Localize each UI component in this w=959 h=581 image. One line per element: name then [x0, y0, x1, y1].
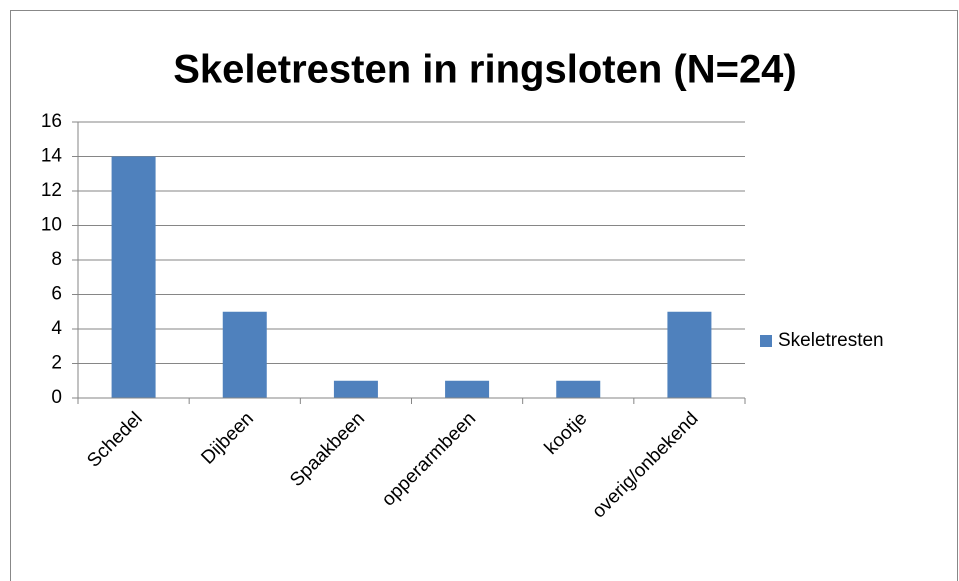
chart-border	[10, 10, 958, 581]
bar	[111, 156, 156, 398]
legend-swatch	[760, 335, 772, 347]
y-tick-label: 0	[51, 387, 62, 408]
y-tick-label: 4	[51, 318, 62, 339]
y-tick-label: 10	[41, 215, 62, 236]
bar	[333, 380, 378, 398]
bar	[556, 380, 601, 398]
bar	[445, 380, 490, 398]
chart-title: Skeletresten in ringsloten (N=24)	[173, 48, 797, 92]
y-tick-label: 6	[51, 284, 62, 305]
y-tick-label: 12	[41, 180, 62, 201]
bar	[667, 311, 712, 398]
y-tick-label: 8	[51, 249, 62, 270]
y-tick-label: 2	[51, 353, 62, 374]
y-tick-label: 14	[41, 146, 63, 167]
y-tick-label: 16	[41, 111, 62, 132]
bar	[222, 311, 267, 398]
legend-label: Skeletresten	[778, 330, 884, 351]
